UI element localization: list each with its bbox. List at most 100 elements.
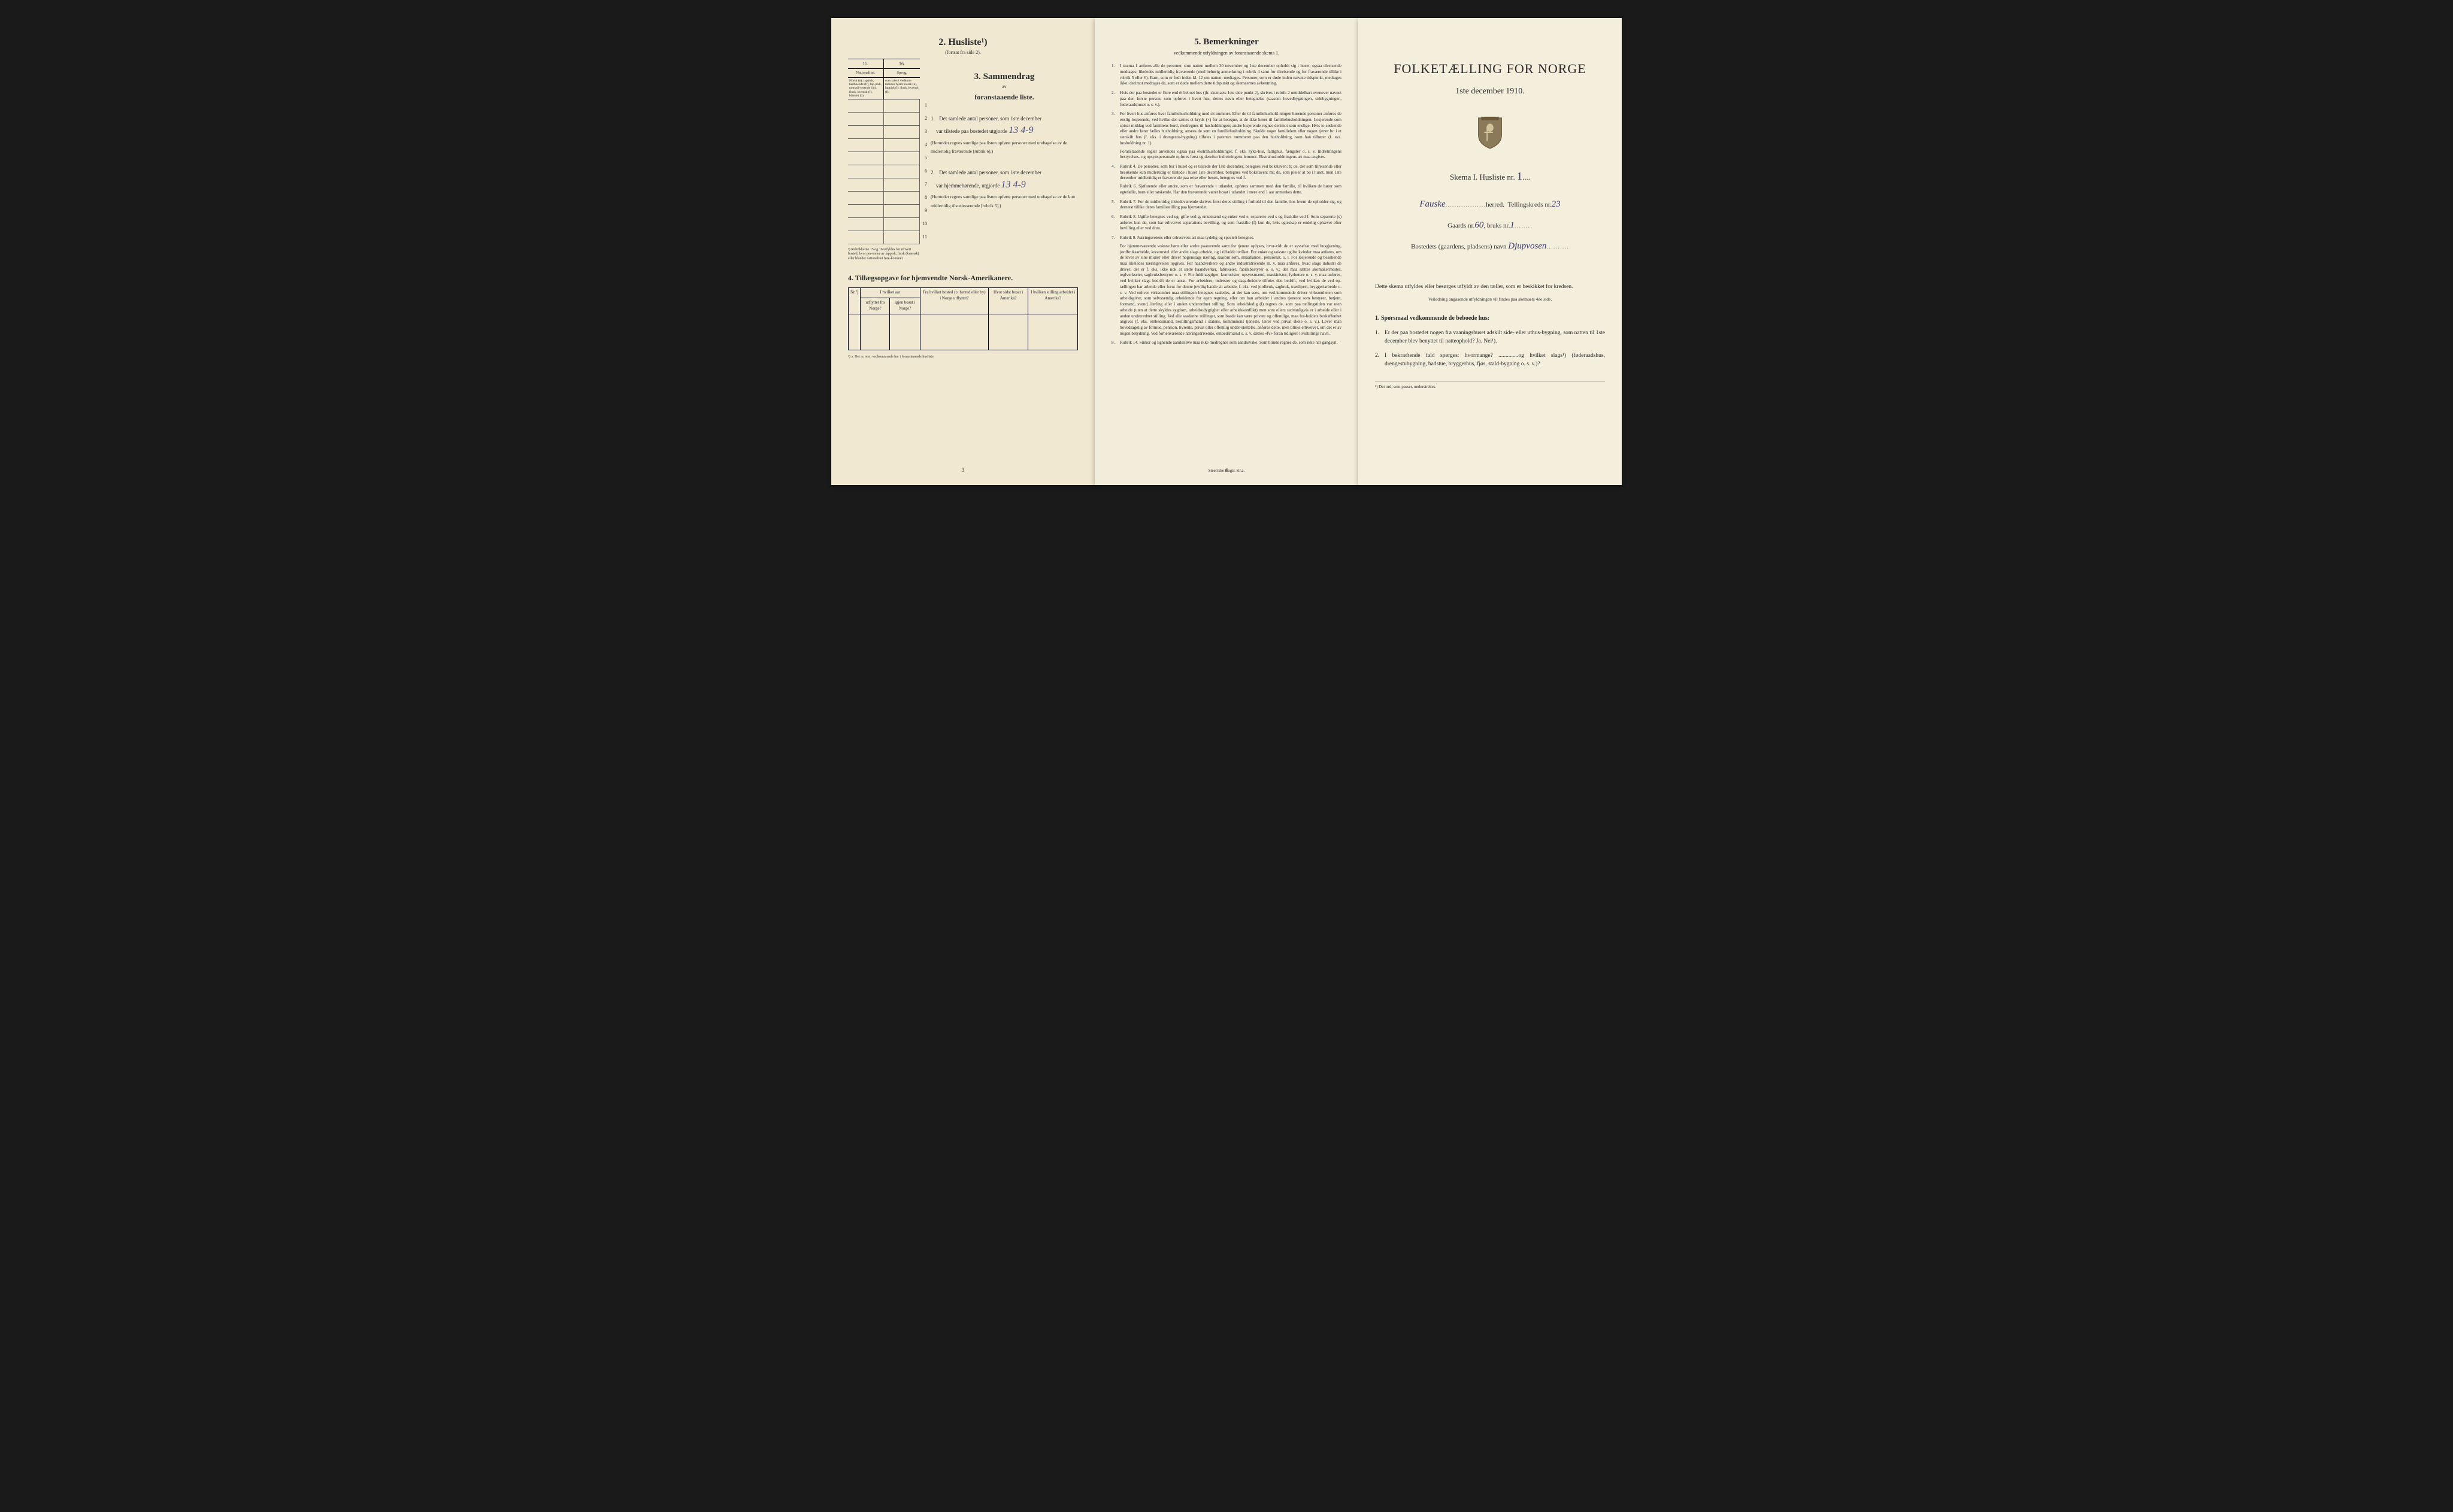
footnote-2: ²) ɔ: Det nr. som vedkommende har i fora… [848, 355, 1078, 359]
question-1: 1. Er der paa bostedet nogen fra vaaning… [1375, 329, 1605, 346]
instr-text: Dette skema utfyldes eller besørges utfy… [1375, 283, 1605, 291]
sammendrag-title: Sammendrag [983, 72, 1035, 81]
remark-item: 2.Hvis der paa bostedet er flere end ét … [1112, 90, 1341, 108]
q1-text: Er der paa bostedet nogen fra vaaningshu… [1385, 329, 1605, 346]
remark-text: Hvis der paa bostedet er flere end ét be… [1120, 90, 1341, 108]
row-number: 10 [922, 220, 927, 227]
row-number: 9 [925, 207, 927, 214]
remark-num: 8. [1112, 340, 1120, 346]
bruks-label: , bruks nr. [1483, 222, 1510, 229]
th-aar: I hvilket aar [861, 288, 920, 298]
herred-hand: Fauske [1419, 199, 1445, 209]
item1-note: (Herunder regnes samtlige paa listen opf… [931, 140, 1067, 154]
remark-text: Rubrik 14. Sinker og lignende aandssløve… [1120, 340, 1341, 346]
person-cell [884, 165, 920, 178]
q2-text: I bekræftende fald spørges: hvormange? .… [1385, 352, 1605, 369]
person-cell [848, 99, 884, 112]
row-number: 1 [925, 102, 927, 108]
bosted-label: Bostedets (gaardens, pladsens) navn [1411, 243, 1506, 250]
sammendrag-section: 3. Sammendrag av foranstaaende liste. 1.… [931, 59, 1078, 261]
table-cell [849, 314, 861, 350]
th-sub: utflyttet fra Norge? [861, 298, 890, 314]
row-number: 6 [925, 168, 927, 174]
bosted-hand: Djupvosen [1508, 241, 1546, 251]
remark-text: For hvert hus anføres hver familiehushol… [1120, 111, 1341, 160]
item2-text-a: Det samlede antal personer, som 1ste dec… [939, 169, 1041, 175]
table-cell [988, 314, 1028, 350]
page-1: 2. Husliste¹) (fortsat fra side 2). 15. … [831, 18, 1095, 485]
item2-note: (Herunder regnes samtlige paa listen opf… [931, 194, 1075, 208]
person-cell [884, 231, 920, 244]
gaards-hand: 60 [1474, 220, 1483, 230]
person-cell [884, 205, 920, 217]
table-cell [1028, 314, 1078, 350]
person-row: 1 [848, 99, 920, 113]
remark-num: 4. [1112, 164, 1120, 196]
person-row: 4 [848, 139, 920, 152]
person-cell [884, 126, 920, 138]
row-number: 5 [925, 154, 927, 161]
person-cell [884, 99, 920, 112]
page-number: 3 [962, 466, 965, 474]
person-cell [884, 178, 920, 191]
bosted-line: Bostedets (gaardens, pladsens) navn Djup… [1375, 240, 1605, 253]
herred-label: herred. [1486, 201, 1504, 208]
item2-handwritten: 13 4-9 [1001, 180, 1025, 190]
row-number: 8 [925, 194, 927, 201]
page-3: FOLKETÆLLING FOR NORGE 1ste december 191… [1358, 18, 1622, 485]
q2-num: 2. [1375, 352, 1385, 369]
page-2: 5. Bemerkninger vedkommende utfyldningen… [1095, 18, 1358, 485]
main-title: FOLKETÆLLING FOR NORGE [1375, 60, 1605, 78]
detail-15: Norsk (n), lappisk, fastboende (lf), lap… [848, 78, 884, 99]
coat-of-arms-icon [1375, 115, 1605, 152]
table-cell [861, 314, 890, 350]
gaards-line: Gaards nr.60, bruks nr.1........ [1375, 219, 1605, 232]
item2-num: 2. [931, 168, 938, 177]
person-cell [848, 126, 884, 138]
person-cell [884, 192, 920, 204]
remark-num: 1. [1112, 63, 1120, 87]
col-15: 15. [848, 59, 884, 68]
bruks-hand: 1 [1510, 220, 1515, 230]
label-sprog: Sprog, [884, 69, 920, 77]
sammendrag-item-1: 1. Det samlede antal personer, som 1ste … [931, 114, 1078, 156]
gaards-label: Gaards nr. [1447, 222, 1474, 229]
person-row: 9 [848, 205, 920, 218]
question-heading: 1. Spørsmaal vedkommende de beboede hus: [1375, 314, 1605, 323]
remark-item: 6.Rubrik 8. Ugifte betegnes ved ug, gift… [1112, 214, 1341, 232]
tellingskreds-hand: 23 [1552, 199, 1561, 209]
remark-item: 8.Rubrik 14. Sinker og lignende aandsslø… [1112, 340, 1341, 346]
instr-sub: Veiledning angaaende utfyldningen vil fi… [1375, 296, 1605, 302]
person-cell [848, 113, 884, 125]
remark-item: 3.For hvert hus anføres hver familiehush… [1112, 111, 1341, 160]
row-number: 11 [922, 234, 927, 240]
tellingskreds-label: Tellingskreds nr. [1508, 201, 1552, 208]
remark-item: 1.I skema 1 anføres alle de personer, so… [1112, 63, 1341, 87]
husliste-title: Husliste¹) [948, 37, 987, 47]
remark-num: 5. [1112, 199, 1120, 211]
sammendrag-num: 3. [974, 72, 981, 81]
th: Hvor sidst bosat i Amerika? [988, 288, 1028, 314]
person-cell [884, 113, 920, 125]
person-cell [848, 152, 884, 165]
footnote-1: ¹) Rubrikkerne 15 og 16 utfyldes for eth… [848, 248, 920, 261]
th: Fra hvilket bosted (ɔ: herred eller by) … [920, 288, 988, 314]
person-cell [848, 139, 884, 151]
question-2: 2. I bekræftende fald spørges: hvormange… [1375, 352, 1605, 369]
person-cell [848, 231, 884, 244]
th: I hvilken stilling arbeidet i Amerika? [1028, 288, 1078, 314]
husliste-subtitle: (fortsat fra side 2). [848, 49, 1078, 56]
item1-num: 1. [931, 114, 938, 123]
item1-text-a: Det samlede antal personer, som 1ste dec… [939, 116, 1041, 122]
husliste-num: 2. [938, 37, 946, 47]
remark-text: I skema 1 anføres alle de personer, som … [1120, 63, 1341, 87]
husliste-header: 2. Husliste¹) (fortsat fra side 2). [848, 36, 1078, 56]
sammendrag-sub: av [931, 83, 1078, 90]
person-cell [884, 218, 920, 231]
emigrant-table: Nr.²)I hvilket aarFra hvilket bosted (ɔ:… [848, 287, 1078, 350]
row-number: 4 [925, 141, 927, 148]
q1-num: 1. [1375, 329, 1385, 346]
person-cell [848, 192, 884, 204]
remark-text: Rubrik 8. Ugifte betegnes ved ug, gifte … [1120, 214, 1341, 232]
husliste-nr-hand: 1 [1517, 170, 1522, 182]
